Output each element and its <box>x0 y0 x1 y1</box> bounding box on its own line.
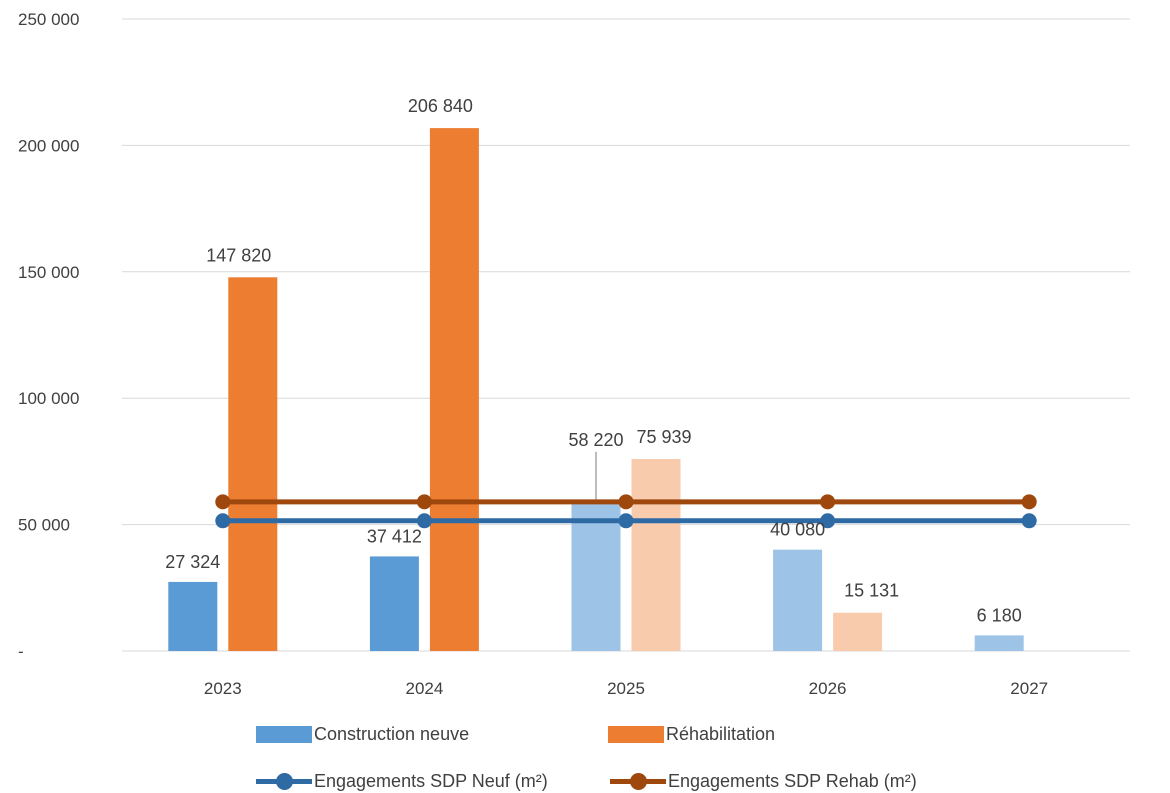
bar-rehabilitation-2024 <box>429 128 479 652</box>
y-tick-label: 200 000 <box>18 136 79 155</box>
bar-construction-neuve-2026 <box>773 549 823 651</box>
x-tick-label: 2026 <box>809 679 847 698</box>
legend-label-rehabilitation: Réhabilitation <box>666 724 776 744</box>
data-label: 27 324 <box>165 552 220 572</box>
legend-item-engagements-neuf[interactable]: Engagements SDP Neuf (m²) <box>256 771 548 792</box>
legend-label-construction-neuve: Construction neuve <box>314 724 470 744</box>
legend-label-engagements-rehab: Engagements SDP Rehab (m²) <box>668 771 917 791</box>
lines <box>215 494 1037 529</box>
bar-rehabilitation-2023 <box>228 277 278 651</box>
bars <box>168 128 1024 652</box>
bar-construction-neuve-2025 <box>571 503 621 651</box>
series-marker-2-2025 <box>618 513 634 529</box>
data-labels: 27 324 37 412 58 220 40 080 6 180 147 820 206 … <box>165 96 1021 625</box>
bar-rehabilitation-2025 <box>631 459 681 651</box>
x-tick-label: 2023 <box>204 679 242 698</box>
series-marker-2-2023 <box>215 513 231 529</box>
series-marker-2-2026 <box>820 513 836 529</box>
data-label: 147 820 <box>206 245 271 265</box>
data-label: 75 939 <box>636 427 691 447</box>
bar-construction-neuve-2023 <box>168 581 218 651</box>
data-label: 40 080 <box>770 520 825 540</box>
data-label: 15 131 <box>844 581 899 601</box>
data-label: 206 840 <box>408 96 473 116</box>
data-label: 6 180 <box>977 605 1022 625</box>
x-tick-label: 2027 <box>1010 679 1048 698</box>
series-marker-3-2024 <box>416 494 432 510</box>
bar-rehabilitation-2026 <box>833 612 883 651</box>
y-tick-label: 100 000 <box>18 389 79 408</box>
y-tick-label: 50 000 <box>18 516 70 535</box>
x-axis-ticks: 2023 2024 2025 2026 2027 <box>204 679 1048 698</box>
x-tick-label: 2024 <box>405 679 443 698</box>
series-marker-2-2024 <box>416 513 432 529</box>
y-tick-label: - <box>18 642 24 661</box>
y-tick-label: 150 000 <box>18 263 79 282</box>
bar-construction-neuve-2024 <box>369 556 419 651</box>
legend-item-rehabilitation[interactable]: Réhabilitation <box>608 724 775 745</box>
series-marker-3-2026 <box>820 494 836 510</box>
series-marker-2-2027 <box>1021 513 1037 529</box>
data-label: 58 220 <box>568 430 623 450</box>
series-marker-3-2025 <box>618 494 634 510</box>
legend-label-engagements-neuf: Engagements SDP Neuf (m²) <box>314 771 548 791</box>
legend-swatch-engagements-rehab <box>610 773 666 790</box>
grid-lines <box>122 18 1130 652</box>
series-marker-3-2027 <box>1021 494 1037 510</box>
x-tick-label: 2025 <box>607 679 645 698</box>
legend-item-construction-neuve[interactable]: Construction neuve <box>256 724 469 745</box>
data-label: 37 412 <box>367 526 422 546</box>
series-marker-3-2023 <box>215 494 231 510</box>
bar-construction-neuve-2027 <box>974 635 1024 651</box>
legend-swatch-rehabilitation <box>608 726 664 743</box>
legend-item-engagements-rehab[interactable]: Engagements SDP Rehab (m²) <box>610 771 917 792</box>
legend-swatch-construction-neuve <box>256 726 312 743</box>
y-tick-label: 250 000 <box>18 10 79 29</box>
y-axis-ticks: - 50 000 100 000 150 000 200 000 250 000 <box>18 10 79 661</box>
legend-swatch-engagements-neuf <box>256 773 312 790</box>
